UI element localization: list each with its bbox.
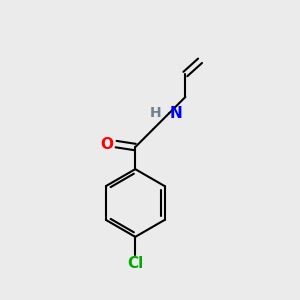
- Text: H: H: [149, 106, 161, 120]
- Text: Cl: Cl: [127, 256, 143, 271]
- Text: O: O: [100, 136, 113, 152]
- Text: N: N: [170, 106, 182, 121]
